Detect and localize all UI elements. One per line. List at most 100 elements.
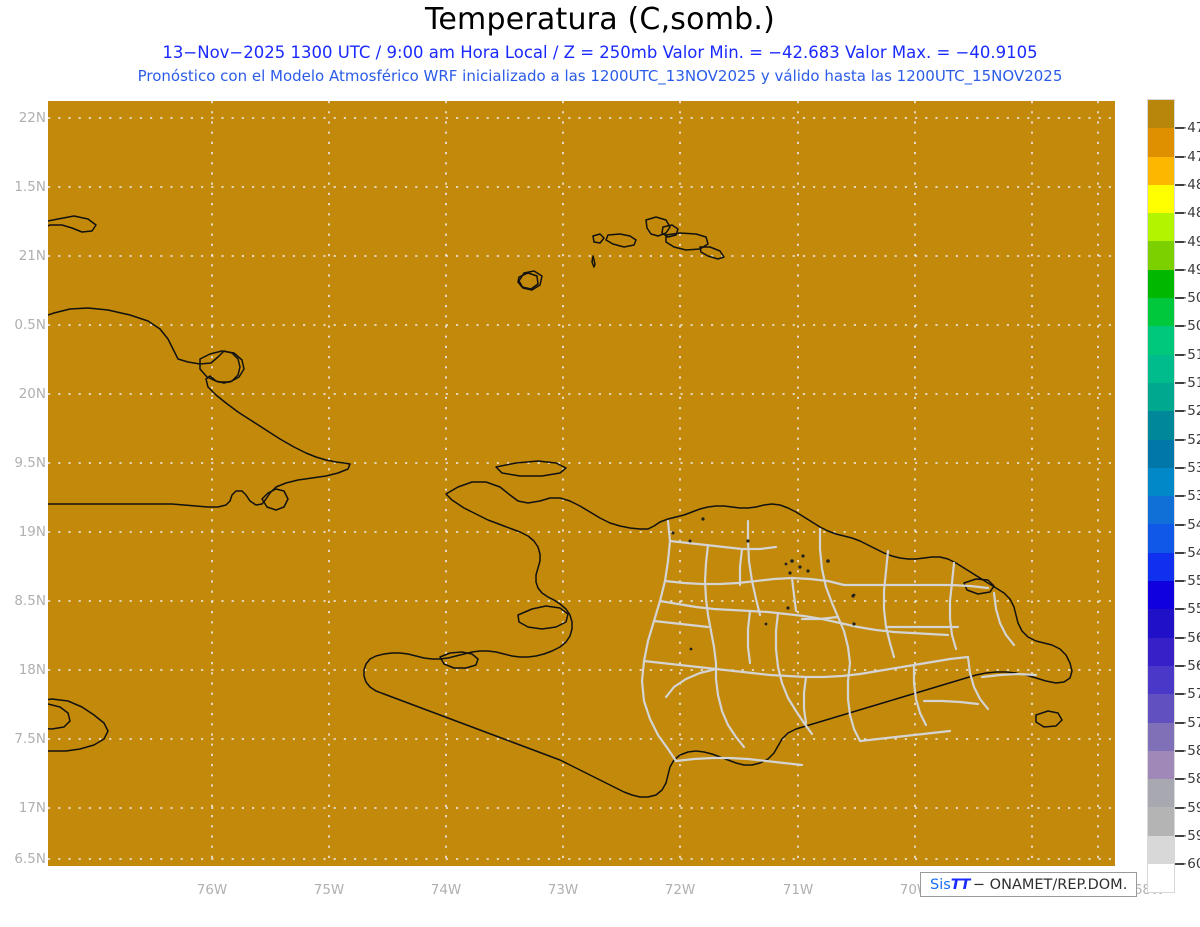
y-axis-tick: 9.5N: [14, 455, 46, 471]
y-axis-tick: 0.5N: [14, 317, 46, 333]
coast-cuba-islet: [48, 215, 97, 233]
attribution-org: − ONAMET/REP.DOM.: [972, 876, 1128, 893]
coastlines: [48, 215, 1073, 798]
attribution-tt: TT: [950, 876, 971, 893]
colorbar-swatch: [1148, 807, 1174, 836]
lake-enriquillo: [439, 651, 479, 669]
colorbar-swatch: [1148, 241, 1174, 270]
colorbar-swatch: [1148, 581, 1174, 610]
colorbar-swatch: [1148, 100, 1174, 129]
colorbar-tick-label: −50.5: [1176, 318, 1200, 335]
colorbar-tick-label: −58: [1176, 742, 1200, 759]
colorbar-tick-label: −57: [1176, 686, 1200, 703]
colorbar-swatch: [1148, 382, 1174, 412]
colorbar-tick: [1175, 438, 1184, 441]
coast-saona-island: [1035, 710, 1063, 728]
colorbar-tick-label: −51.5: [1176, 375, 1200, 391]
x-axis-tick: 72W: [664, 882, 696, 898]
x-axis-tick: 76W: [196, 882, 228, 898]
colorbar-tick-label: −48.5: [1176, 205, 1200, 222]
colorbar-tick-label: −59: [1176, 799, 1200, 816]
y-axis-tick: 19N: [18, 524, 46, 540]
colorbar-swatch: [1148, 552, 1174, 582]
colorbar-tick-label: −52.5: [1176, 431, 1200, 448]
x-axis-tick: 74W: [430, 882, 462, 898]
colorbar-tick-label: −56: [1176, 629, 1200, 646]
x-axis-tick: 75W: [313, 882, 345, 898]
colorbar-swatch: [1148, 439, 1174, 468]
y-axis-tick: 8.5N: [14, 593, 46, 609]
colorbar-swatch: [1148, 298, 1174, 327]
colorbar-tick: [1175, 551, 1184, 554]
colorbar-swatch: [1148, 269, 1174, 299]
colorbar-swatch: [1148, 864, 1174, 893]
province-boundaries: [640, 519, 1038, 767]
attribution-badge: Sis TT − ONAMET/REP.DOM.: [920, 872, 1138, 897]
colorbar-tick: [1175, 268, 1184, 271]
y-axis: 22N 1.5N 21N 0.5N 20N 9.5N 19N 8.5N 18N …: [0, 101, 46, 867]
map-svg: [48, 101, 1115, 866]
coast-samana-notch: [963, 578, 995, 595]
colorbar-tick: [1175, 693, 1184, 696]
colorbar-tick: [1175, 127, 1184, 130]
coast-island-small-2: [592, 233, 605, 244]
y-axis-tick: 1.5N: [14, 179, 46, 195]
colorbar-tick-label: −53.5: [1176, 488, 1200, 505]
colorbar-tick: [1175, 382, 1184, 384]
colorbar-tick: [1175, 297, 1184, 300]
colorbar-tick: [1175, 665, 1184, 667]
colorbar-tick-label: −57.5: [1176, 714, 1200, 731]
coast-island-small-4: [591, 255, 596, 268]
colorbar-swatch: [1148, 496, 1174, 525]
colorbar-tick: [1175, 608, 1184, 611]
colorbar-tick: [1175, 466, 1184, 469]
coast-island-small-3: [605, 233, 637, 248]
coast-island-small-9: [517, 272, 539, 290]
colorbar-swatch: [1148, 411, 1174, 440]
colorbar-tick: [1175, 636, 1184, 639]
colorbar-swatch: [1148, 156, 1174, 185]
x-axis-tick: 73W: [547, 882, 579, 898]
x-axis-tick: 71W: [782, 882, 814, 898]
y-axis-tick: 6.5N: [14, 851, 46, 867]
colorbar-tick-label: −55: [1176, 573, 1200, 590]
colorbar-tick-label: −53: [1176, 459, 1200, 476]
colorbar-tick-label: −47: [1176, 120, 1200, 137]
temperature-shading-layer: [48, 101, 1115, 866]
colorbar-swatch: [1148, 467, 1174, 497]
y-axis-tick: 22N: [18, 110, 46, 126]
colorbar-tick-label: −55.5: [1176, 601, 1200, 618]
colorbar-tick: [1175, 495, 1184, 498]
colorbar-tick: [1175, 863, 1184, 866]
coast-island-small-1: [518, 270, 543, 291]
map-canvas[interactable]: [48, 101, 1115, 866]
coast-jamaica: [48, 698, 109, 752]
colorbar-swatch: [1148, 524, 1174, 553]
coast-cuba-main: [48, 307, 351, 508]
colorbar-tick: [1175, 353, 1184, 356]
coast-cuba-bay: [199, 350, 245, 383]
colorbar-swatch: [1148, 184, 1174, 214]
colorbar-tick: [1175, 240, 1184, 243]
colorbar-swatch: [1148, 750, 1174, 780]
colorbar-tick-label: −54: [1176, 516, 1200, 533]
y-axis-tick: 20N: [18, 386, 46, 402]
colorbar-tick-label: −59.5: [1176, 827, 1200, 844]
coast-island-small-8: [699, 246, 725, 260]
subtitle-run-info: 13−Nov−2025 1300 UTC / 9:00 am Hora Loca…: [162, 43, 1038, 62]
colorbar-tick: [1175, 410, 1184, 413]
colorbar-tick: [1175, 834, 1184, 837]
header: Temperatura (C,somb.) 13−Nov−2025 1300 U…: [0, 0, 1200, 92]
colorbar-swatch: [1148, 213, 1174, 242]
colorbar-swatch: [1148, 354, 1174, 383]
colorbar[interactable]: [1147, 99, 1175, 894]
coast-island-small-5: [645, 216, 671, 237]
attribution-sis: Sis: [930, 876, 951, 893]
colorbar-tick: [1175, 749, 1184, 752]
colorbar-swatch: [1148, 779, 1174, 808]
coast-cuba-cape: [261, 488, 289, 511]
colorbar-tick: [1175, 155, 1184, 158]
colorbar-swatch: [1148, 722, 1174, 751]
colorbar-tick-label: −50: [1176, 290, 1200, 307]
coast-islet-left: [48, 703, 71, 730]
